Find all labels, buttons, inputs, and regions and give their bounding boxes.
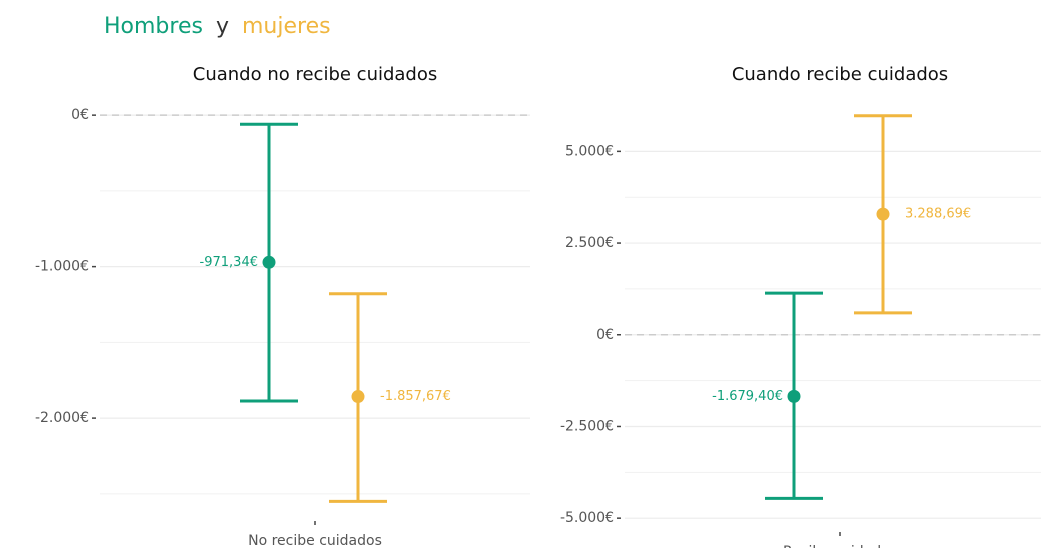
point <box>787 389 801 403</box>
value-label: -1.679,40€ <box>712 389 783 404</box>
heading: Hombres y mujeres <box>104 14 331 39</box>
y-tick-label: -1.000€ <box>35 259 89 275</box>
panel-title: Cuando no recibe cuidados <box>193 64 438 85</box>
y-tick-label: -2.000€ <box>35 410 89 426</box>
point <box>351 390 365 404</box>
y-tick-label: 0€ <box>71 107 89 123</box>
point <box>876 207 890 221</box>
x-tick-label: No recibe cuidados <box>248 533 382 548</box>
point <box>262 255 276 269</box>
value-label: -1.857,67€ <box>380 389 451 404</box>
heading-hombres: Hombres <box>104 14 203 39</box>
value-label: 3.288,69€ <box>905 207 971 222</box>
value-label: -971,34€ <box>200 255 258 270</box>
y-tick-label: -5.000€ <box>560 510 614 526</box>
heading-joiner: y <box>216 14 229 39</box>
heading-mujeres: mujeres <box>242 14 331 39</box>
y-tick-label: 0€ <box>596 327 614 343</box>
panel-title: Cuando recibe cuidados <box>732 64 948 85</box>
y-tick-label: 5.000€ <box>565 143 614 159</box>
y-tick-label: -2.500€ <box>560 418 614 434</box>
x-tick-label: Recibe cuidados <box>783 544 897 548</box>
y-tick-label: 2.500€ <box>565 235 614 251</box>
